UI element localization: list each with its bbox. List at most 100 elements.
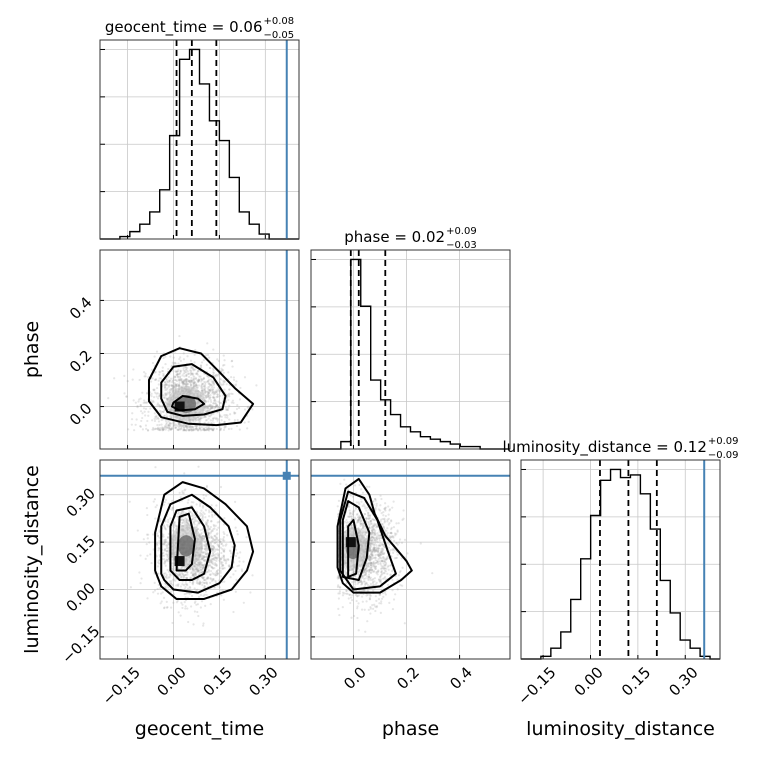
hist-step-geocent_time	[100, 48, 299, 240]
y-tick-label: 0.0	[66, 400, 96, 430]
density-peak	[345, 537, 356, 548]
hist-bin	[209, 121, 219, 239]
panel-frame	[310, 249, 511, 450]
contour-level-2	[341, 500, 371, 582]
panel-frame	[99, 459, 300, 660]
panel-frame	[99, 249, 300, 450]
hist-bin	[430, 439, 440, 449]
hist-panel-geocent_time: geocent_time = 0.06 +0.08 −0.05	[99, 16, 300, 240]
hist-bin	[130, 232, 140, 239]
x-axis-label-geocent_time: geocent_time	[135, 718, 264, 740]
hist-bin	[401, 427, 411, 449]
hist-panel-luminosity_distance: luminosity_distance = 0.12 +0.09 −0.09	[502, 436, 739, 660]
density-panel-geocent_time-vs-luminosity_distance	[99, 459, 300, 660]
hist-bin	[440, 442, 450, 449]
density-peak	[174, 556, 185, 567]
hist-bin	[411, 432, 421, 449]
contour-level-2	[169, 506, 212, 582]
x-tick-label: 0.00	[571, 663, 607, 699]
hist-bin	[690, 648, 700, 659]
hist-bin	[581, 559, 591, 659]
contour-level-4	[336, 477, 413, 594]
y-tick-label: 0.2	[66, 346, 96, 376]
contour-level-4	[154, 481, 255, 600]
panel-frame	[520, 459, 721, 660]
y-axis-label-luminosity_distance: luminosity_distance	[21, 465, 43, 654]
x-tick-label: 0.30	[245, 663, 281, 699]
hist-bin	[200, 84, 210, 239]
density-core	[338, 527, 368, 570]
contour-level-2	[160, 363, 227, 417]
density-core	[167, 385, 206, 422]
panel-frame	[310, 459, 511, 660]
hist-bin	[160, 190, 170, 239]
hist-bin	[249, 224, 259, 239]
density-peak	[174, 401, 185, 412]
hist-bin	[341, 442, 351, 449]
y-tick-label: −0.15	[58, 622, 103, 667]
panel-title-minus: −0.05	[264, 30, 295, 41]
x-tick-label: −0.15	[99, 663, 144, 708]
hist-bin	[239, 212, 249, 239]
x-tick-label: 0.00	[154, 663, 190, 699]
panel-title-luminosity_distance: luminosity_distance = 0.12 +0.09 −0.09	[502, 436, 738, 461]
density-panel-phase-vs-luminosity_distance	[310, 459, 511, 660]
hist-bin	[180, 59, 190, 239]
hist-bin	[571, 599, 581, 659]
density-core	[169, 524, 203, 568]
panel-frame	[99, 39, 300, 240]
hist-step-luminosity_distance	[521, 468, 720, 660]
hist-bin	[371, 380, 381, 449]
hist-panel-phase: phase = 0.02 +0.09 −0.03	[310, 226, 511, 450]
x-tick-label: 0.15	[199, 663, 235, 699]
x-axis-label-luminosity_distance: luminosity_distance	[526, 718, 715, 740]
panel-title-minus: −0.09	[708, 450, 739, 461]
panel-title-main: geocent_time = 0.06	[105, 18, 263, 37]
hist-bin	[650, 529, 660, 659]
panel-title-plus: +0.08	[264, 16, 295, 27]
y-tick-label: 0.15	[63, 532, 99, 568]
y-tick-label: 0.30	[63, 484, 99, 520]
contour-level-1	[347, 519, 360, 578]
y-axis-label-phase: phase	[21, 321, 43, 378]
x-axis-label-phase: phase	[382, 718, 439, 740]
truth-marker	[282, 471, 291, 480]
hist-bin	[170, 136, 180, 239]
x-tick-label: 0.15	[618, 663, 654, 699]
panel-title-main: luminosity_distance = 0.12	[502, 438, 706, 457]
hist-bin	[420, 437, 430, 449]
hist-bin	[140, 224, 150, 239]
hist-bin	[551, 648, 561, 659]
hist-bin	[391, 415, 401, 449]
contour-level-3	[160, 493, 236, 594]
x-tick-label: 0.4	[446, 663, 476, 693]
hist-bin	[611, 469, 621, 659]
hist-bin	[219, 141, 229, 239]
hist-bin	[640, 494, 650, 659]
x-tick-label: 0.0	[340, 663, 370, 693]
hist-bin	[670, 613, 680, 659]
panel-title-plus: +0.09	[708, 436, 739, 447]
x-tick-label: 0.2	[393, 663, 423, 693]
hist-bin	[229, 177, 239, 239]
y-tick-label: 0.4	[66, 293, 96, 323]
y-tick-label: 0.00	[63, 579, 99, 615]
contour-level-3	[147, 347, 255, 427]
hist-bin	[450, 444, 460, 449]
hist-bin	[361, 306, 371, 449]
contour-level-1	[170, 394, 206, 412]
hist-bin	[601, 480, 611, 659]
hist-bin	[660, 580, 670, 659]
x-tick-label: 0.30	[665, 663, 701, 699]
contour-level-1	[175, 512, 196, 572]
hist-bin	[259, 234, 269, 239]
panel-title-geocent_time: geocent_time = 0.06 +0.08 −0.05	[105, 16, 294, 41]
panel-title-phase: phase = 0.02 +0.09 −0.03	[344, 226, 476, 251]
hist-bin	[591, 516, 601, 659]
panel-title-main: phase = 0.02	[344, 228, 445, 246]
panel-title-plus: +0.09	[446, 226, 477, 237]
hist-bin	[561, 632, 571, 659]
panel-title-minus: −0.03	[446, 240, 477, 251]
density-panel-geocent_time-vs-phase	[99, 249, 300, 450]
